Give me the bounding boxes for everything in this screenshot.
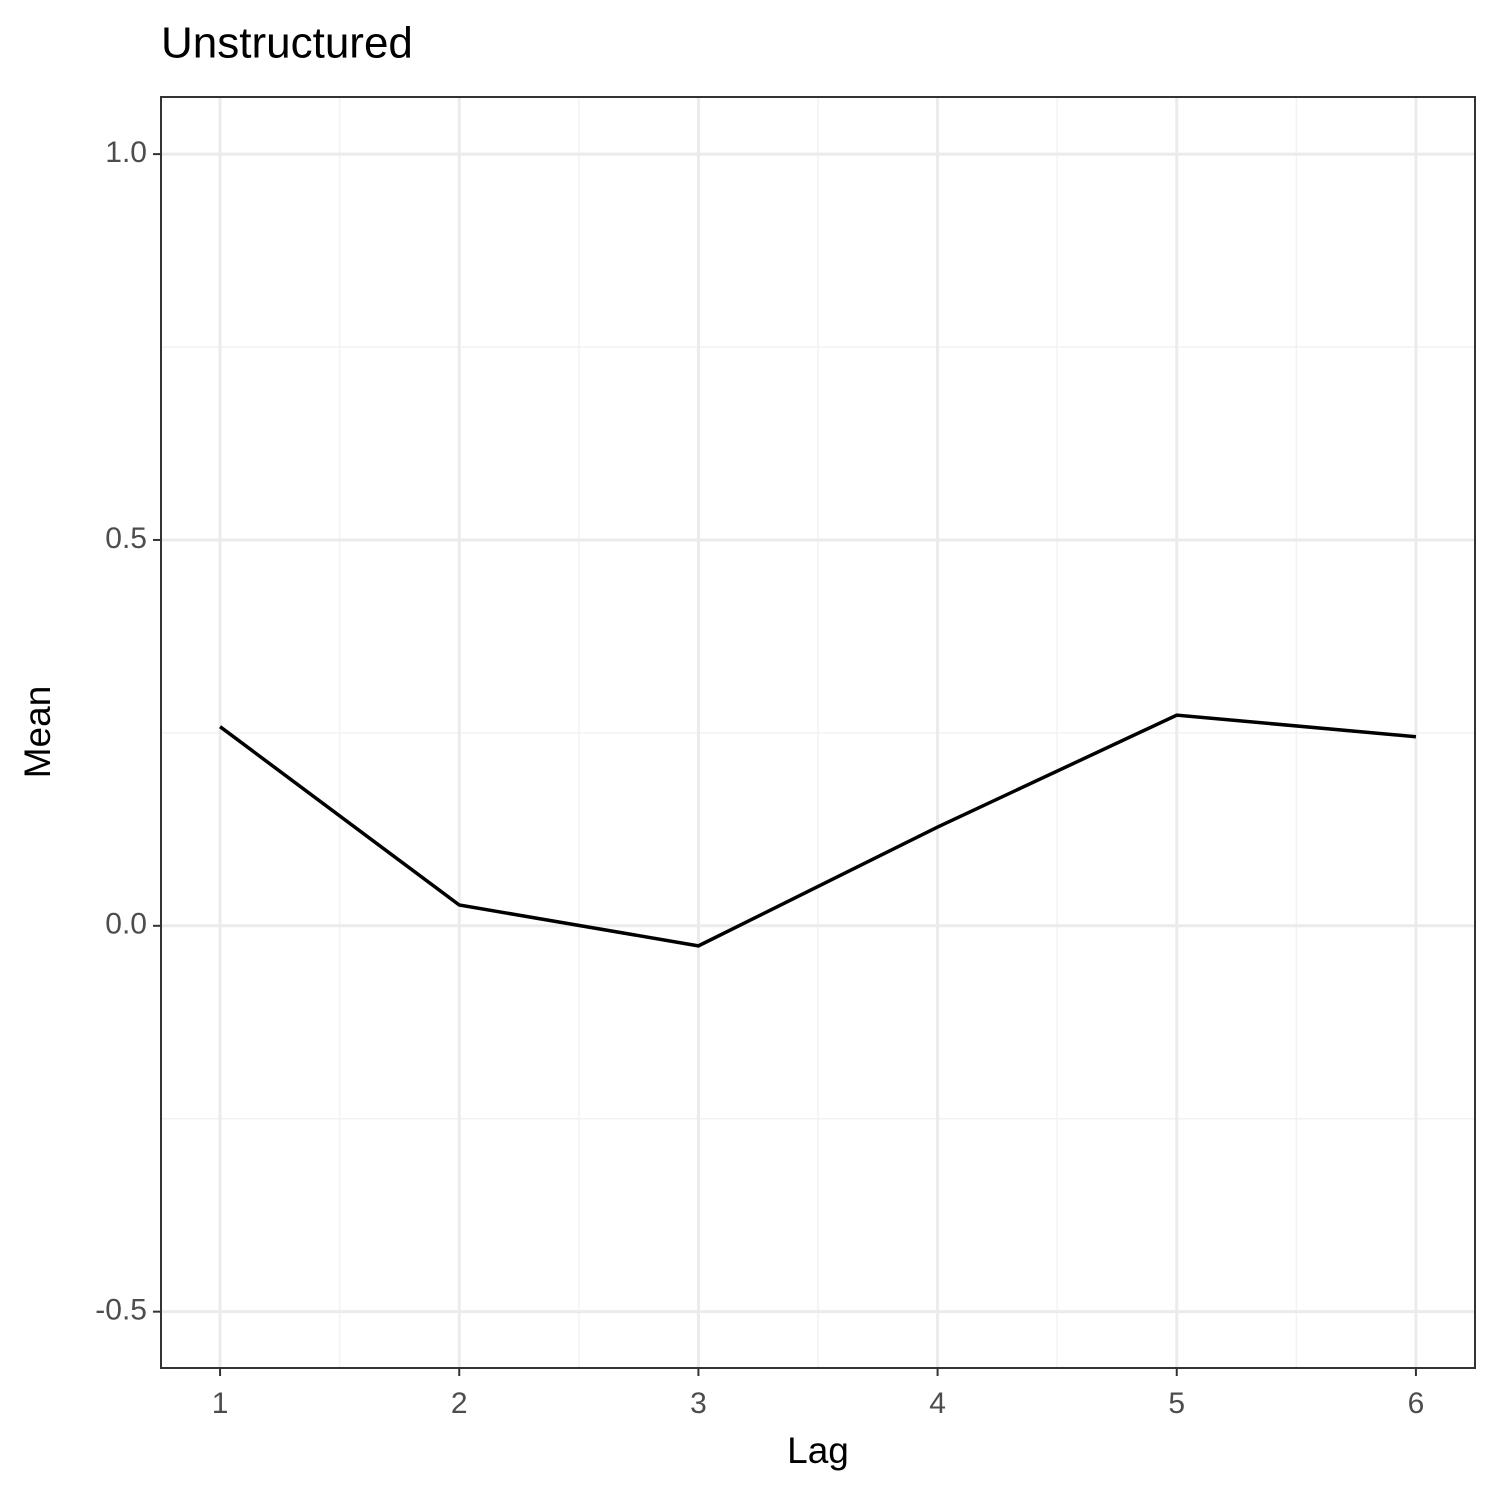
y-axis-title: Mean	[17, 686, 58, 779]
x-tick-label: 6	[1408, 1387, 1425, 1420]
panel-border	[160, 96, 1476, 1369]
data-line	[219, 713, 1417, 948]
x-axis-title: Lag	[787, 1430, 849, 1471]
x-tick-label: 5	[1168, 1387, 1185, 1420]
y-tick-label: 0.5	[105, 522, 147, 555]
y-tick-label: -0.5	[95, 1294, 147, 1327]
x-tick-label: 2	[451, 1387, 468, 1420]
x-tick-label: 3	[690, 1387, 707, 1420]
y-tick-label: 0.0	[105, 908, 147, 941]
x-tick-label: 1	[212, 1387, 229, 1420]
x-tick-label: 4	[929, 1387, 946, 1420]
y-tick-label: 1.0	[105, 136, 147, 169]
chart-title: Unstructured	[161, 19, 413, 68]
